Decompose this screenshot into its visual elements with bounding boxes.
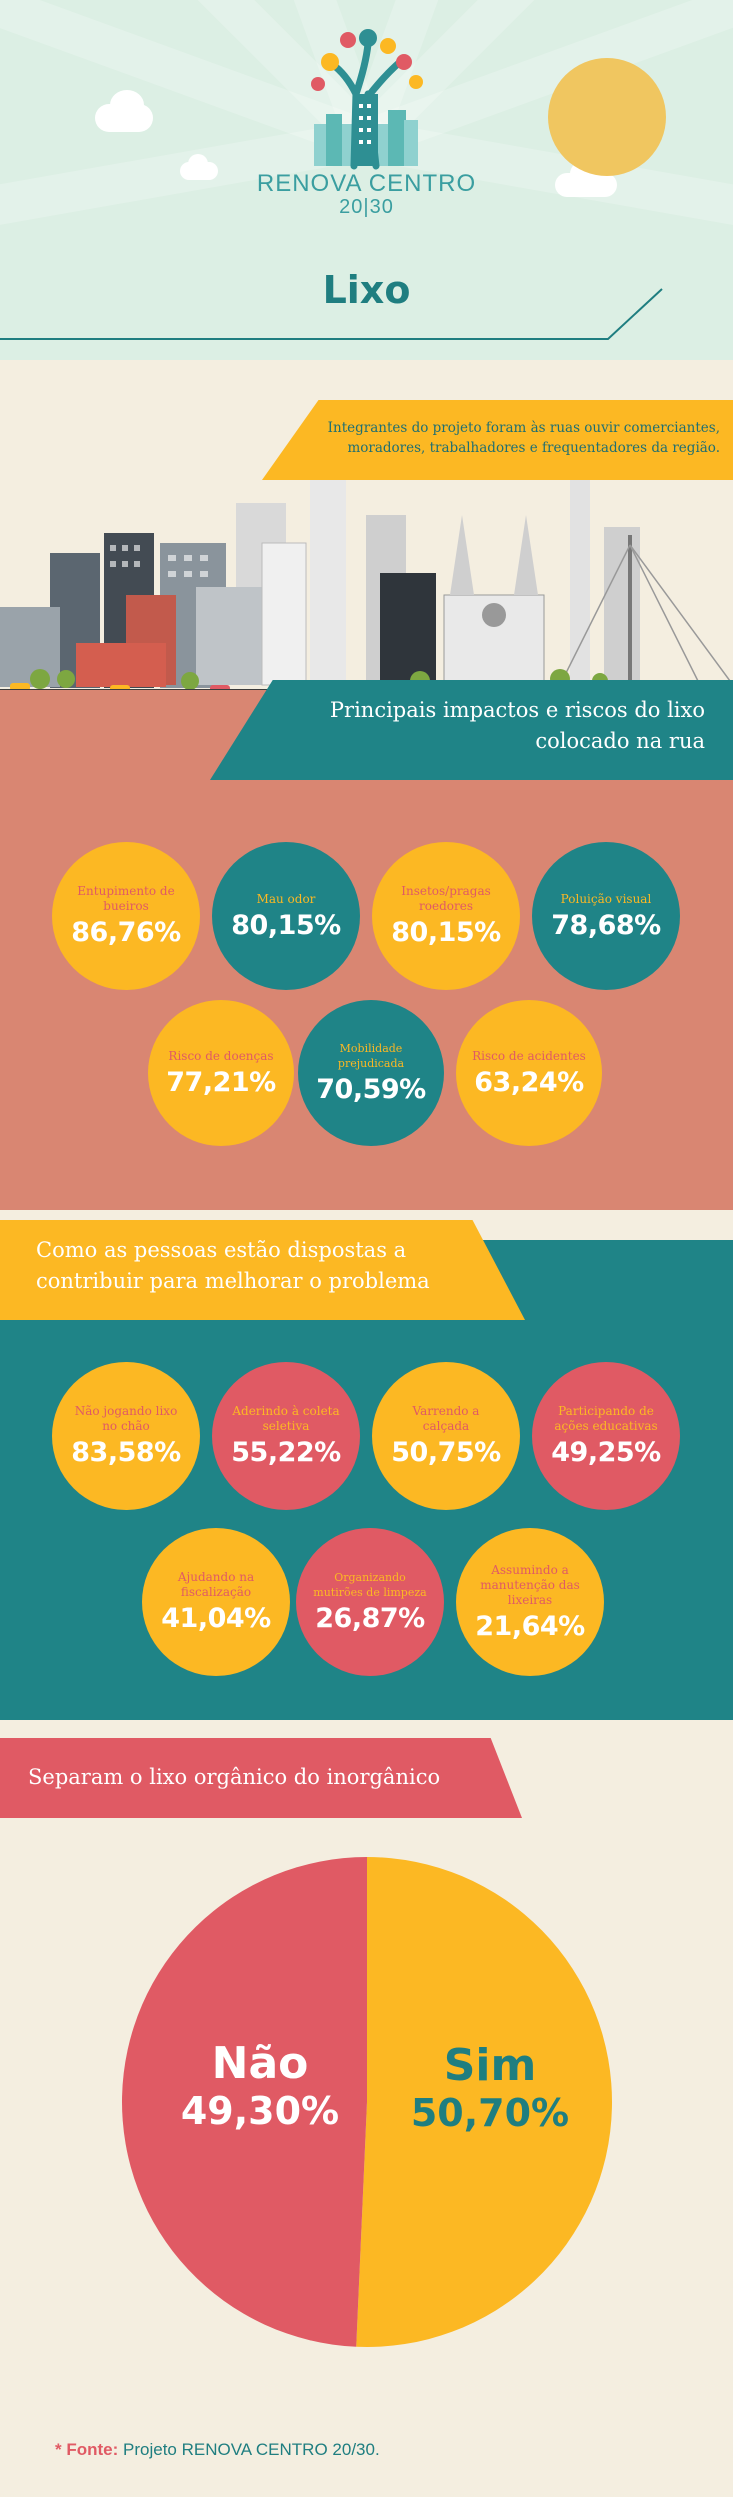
contribute-coleta: Aderindo à coleta seletiva 55,22% [212,1362,360,1510]
source-note: * Fonte: Projeto RENOVA CENTRO 20/30. [55,2440,380,2460]
impact-doencas: Risco de doenças 77,21% [148,1000,294,1146]
impact-mau-odor: Mau odor 80,15% [212,842,360,990]
title-underline [0,288,663,340]
pie-slice-nao [122,1857,368,2347]
intro-banner [262,400,733,480]
sun-icon [548,58,666,176]
impact-bueiros: Entupimento de bueiros 86,76% [52,842,200,990]
separation-pie-chart [122,1857,613,2347]
separation-banner [0,1738,522,1818]
impacts-heading-line2: colocado na rua [535,729,705,753]
logo-name: RENOVA CENTRO [256,170,477,197]
contribute-varrendo: Varrendo a calçada 50,75% [372,1362,520,1510]
contribute-heading-line2: contribuir para melhorar o problema [36,1269,430,1293]
impact-mobilidade: Mobilidade prejudicada 70,59% [298,1000,444,1146]
source-prefix: * Fonte: [55,2440,119,2459]
pie-slice-sim [356,1857,613,2347]
header: RENOVA CENTRO 20|30 Lixo [0,0,733,360]
impact-insetos: Insetos/pragas roedores 80,15% [372,842,520,990]
pie-value-sim: 50,70% [410,2091,570,2135]
impacts-heading-line1: Principais impactos e riscos do lixo [329,698,705,722]
logo-years: 20|30 [339,196,394,218]
pie-label-sim: Sim [443,2040,537,2091]
impact-poluicao: Poluição visual 78,68% [532,842,680,990]
impact-acidentes: Risco de acidentes 63,24% [456,1000,602,1146]
pie-value-nao: 49,30% [180,2089,340,2133]
logo-tree-icon [311,29,423,170]
pie-label-nao: Não [211,2038,309,2089]
contribute-banner [0,1220,525,1320]
intro-text: Integrantes do projeto foram às ruas ouv… [327,420,720,456]
separation-heading: Separam o lixo orgânico do inorgânico [28,1765,441,1789]
contribute-nao-jogando: Não jogando lixo no chão 83,58% [52,1362,200,1510]
contribute-fiscalizacao: Ajudando na fiscalização 41,04% [142,1528,290,1676]
contribute-mutiroes: Organizando mutirões de limpeza 26,87% [296,1528,444,1676]
impacts-banner [210,680,733,780]
page-title: Lixo [322,268,411,312]
contribute-lixeiras: Assumindo a manutenção das lixeiras 21,6… [456,1528,604,1676]
source-text: Projeto RENOVA CENTRO 20/30. [118,2440,380,2459]
contribute-acoes: Participando de ações educativas 49,25% [532,1362,680,1510]
contribute-heading-line1: Como as pessoas estão dispostas a [36,1238,407,1262]
